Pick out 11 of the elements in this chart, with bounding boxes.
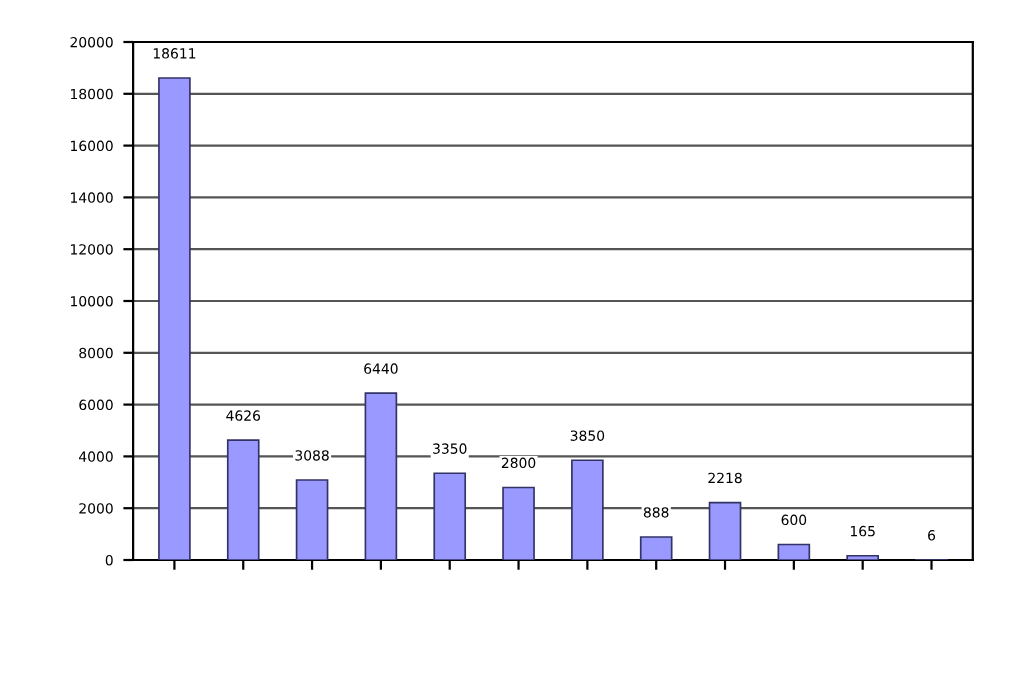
- bar: [226, 439, 260, 560]
- bar: [777, 543, 811, 560]
- bar: [846, 554, 879, 560]
- bar: [295, 479, 329, 560]
- bar: [502, 486, 535, 560]
- bar: [708, 501, 742, 560]
- bar: [639, 536, 673, 560]
- bar: [364, 392, 398, 560]
- bar: [158, 77, 191, 560]
- bar: [571, 459, 604, 560]
- bar: [433, 472, 467, 560]
